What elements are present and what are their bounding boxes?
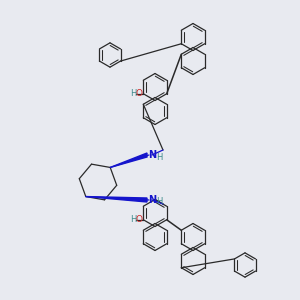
Text: O: O: [136, 215, 143, 224]
Text: H: H: [156, 197, 162, 206]
Text: N: N: [148, 195, 156, 205]
Polygon shape: [110, 153, 147, 167]
Polygon shape: [86, 196, 147, 202]
Text: O: O: [136, 89, 143, 98]
Text: N: N: [148, 150, 156, 160]
Text: H: H: [130, 89, 136, 98]
Text: H: H: [130, 215, 136, 224]
Text: H: H: [156, 152, 162, 161]
